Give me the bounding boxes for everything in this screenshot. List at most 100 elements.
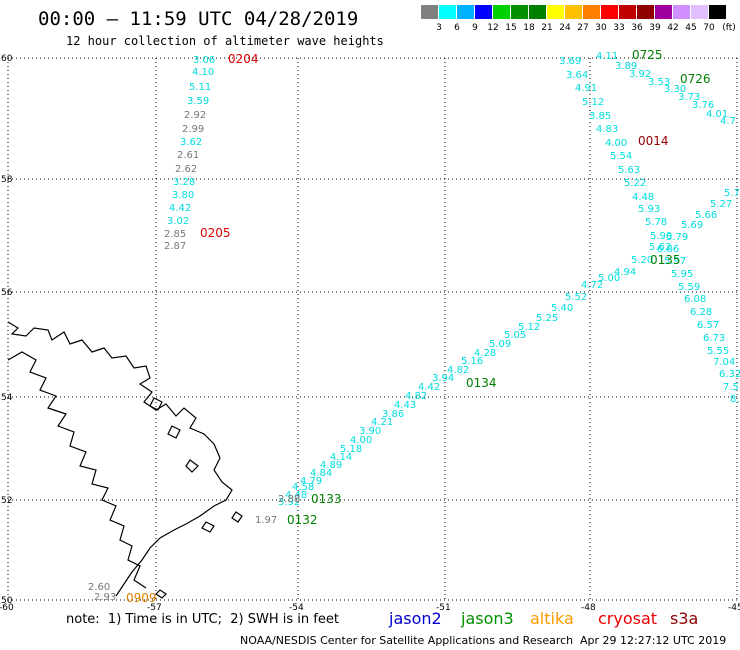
pass-time-label: 0132 xyxy=(287,513,318,527)
satellite-altika: altika xyxy=(530,609,574,628)
legend-swatch xyxy=(583,5,600,19)
wave-height-value: 6.73 xyxy=(703,333,725,344)
wave-height-value: 5.25 xyxy=(536,313,558,324)
wave-height-value: 5.18 xyxy=(340,444,362,455)
legend-swatch xyxy=(439,5,456,19)
wave-height-value: 3.85 xyxy=(589,111,611,122)
wave-height-value: 4.48 xyxy=(285,490,307,501)
wave-height-value: 4.82 xyxy=(405,391,427,402)
wave-height-value: 5.95 xyxy=(671,269,693,280)
pass-time-label: 0726 xyxy=(680,72,711,86)
wave-height-value: 3.53 xyxy=(648,77,670,88)
wave-height-value: 4.00 xyxy=(350,435,372,446)
legend-swatch xyxy=(709,5,726,19)
legend-label: 33 xyxy=(613,23,625,33)
wave-height-value: 6.32 xyxy=(719,369,740,380)
wave-height-value: 6.08 xyxy=(684,294,706,305)
wave-height-value: 4.14 xyxy=(330,452,352,463)
wave-height-value: 2.92 xyxy=(184,110,206,121)
wave-height-value: 3.62 xyxy=(180,137,202,148)
page-subtitle: 12 hour collection of altimeter wave hei… xyxy=(66,34,384,48)
wave-height-value: 2.62 xyxy=(175,164,197,175)
pass-time-label: 0725 xyxy=(632,48,663,62)
wave-height-value: 5.55 xyxy=(707,346,729,357)
wave-height-value: 5.05 xyxy=(504,330,526,341)
wave-height-value: 5.59 xyxy=(678,282,700,293)
wave-height-value: 3.92 xyxy=(278,497,300,508)
legend-label: 70 xyxy=(703,23,715,33)
wave-height-value: 5.27 xyxy=(710,199,732,210)
legend-swatch xyxy=(547,5,564,19)
wave-height-value: 3.64 xyxy=(566,70,588,81)
legend-label: 9 xyxy=(472,23,478,33)
wave-height-value: 7.04 xyxy=(713,357,735,368)
wave-height-value: 5.62 xyxy=(649,242,671,253)
wave-height-value: 4.01 xyxy=(706,109,728,120)
wave-height-value: 4.42 xyxy=(418,382,440,393)
wave-height-value: 2.99 xyxy=(182,124,204,135)
legend-label: 18 xyxy=(523,23,535,33)
lat-label: 54 xyxy=(1,393,13,403)
pass-time-label: 0133 xyxy=(311,492,342,506)
lat-label: 50 xyxy=(1,596,13,606)
wave-height-value: 3.30 xyxy=(664,84,686,95)
lat-label: 52 xyxy=(1,496,12,506)
wave-height-value: 4.11 xyxy=(596,51,618,62)
wave-height-value: 3.94 xyxy=(432,373,454,384)
wave-height-value: 5.93 xyxy=(638,204,660,215)
wave-height-value: 5.63 xyxy=(618,165,640,176)
credit-line: NOAA/NESDIS Center for Satellite Applica… xyxy=(240,634,574,647)
wave-height-value: 4.72 xyxy=(581,280,603,291)
wave-height-value: 5.40 xyxy=(551,303,573,314)
legend-swatch xyxy=(493,5,510,19)
wave-height-value: 5.79 xyxy=(666,232,688,243)
wave-height-value: 3.06 xyxy=(193,55,215,66)
lon-label: -45 xyxy=(728,603,740,613)
legend-swatch xyxy=(673,5,690,19)
satellite-jason2: jason2 xyxy=(389,609,442,628)
legend-swatch xyxy=(637,5,654,19)
wave-height-value: 4.48 xyxy=(632,192,654,203)
legend-label: 42 xyxy=(667,23,679,33)
wave-height-value: 3.89 xyxy=(615,61,637,72)
wave-height-value: 4.7 xyxy=(720,116,736,127)
wave-height-value: 4.21 xyxy=(371,417,393,428)
wave-height-value: 2.60 xyxy=(88,582,110,593)
wave-height-value: 4.91 xyxy=(575,83,597,94)
lat-label: 58 xyxy=(1,175,13,185)
legend-swatch xyxy=(691,5,708,19)
wave-height-value: 5.12 xyxy=(518,322,540,333)
wave-height-value: 5.7 xyxy=(724,188,740,199)
legend-swatch xyxy=(457,5,474,19)
wave-height-value: 5.09 xyxy=(489,339,511,350)
legend-swatch xyxy=(655,5,672,19)
wave-height-value: 3.28 xyxy=(173,177,195,188)
legend-unit: (ft) xyxy=(722,23,736,33)
lat-label: 56 xyxy=(1,288,13,298)
wave-height-value: 4.43 xyxy=(394,400,416,411)
wave-height-value: 5.54 xyxy=(610,151,632,162)
satellite-jason3: jason3 xyxy=(461,609,514,628)
wave-height-value: 1.97 xyxy=(255,515,277,526)
wave-height-value: 5.20 xyxy=(631,255,653,266)
wave-height-value: 5.97 xyxy=(664,256,686,267)
wave-height-value: 5.78 xyxy=(645,217,667,228)
satellite-s3a: s3a xyxy=(670,609,699,628)
legend-label: 6 xyxy=(454,23,460,33)
wave-height-value: 5.11 xyxy=(189,82,211,93)
pass-time-label: 0134 xyxy=(466,376,497,390)
wave-height-value: 3.80 xyxy=(172,190,194,201)
legend-swatch xyxy=(565,5,582,19)
wave-height-value: 8. xyxy=(730,394,740,405)
pass-time-label: 0909 xyxy=(126,591,157,605)
wave-height-value: 5.12 xyxy=(582,97,604,108)
lon-label: -51 xyxy=(436,603,451,613)
wave-height-value: 5.90 xyxy=(650,231,672,242)
wave-height-value: 2.61 xyxy=(177,150,199,161)
pass-time-label: 0135 xyxy=(650,253,681,267)
wave-height-value: 5.52 xyxy=(565,292,587,303)
legend-label: 30 xyxy=(595,23,607,33)
wave-height-value: 5.22 xyxy=(624,178,646,189)
wave-height-value: 5.69 xyxy=(681,220,703,231)
wave-height-value: 3.02 xyxy=(167,216,189,227)
